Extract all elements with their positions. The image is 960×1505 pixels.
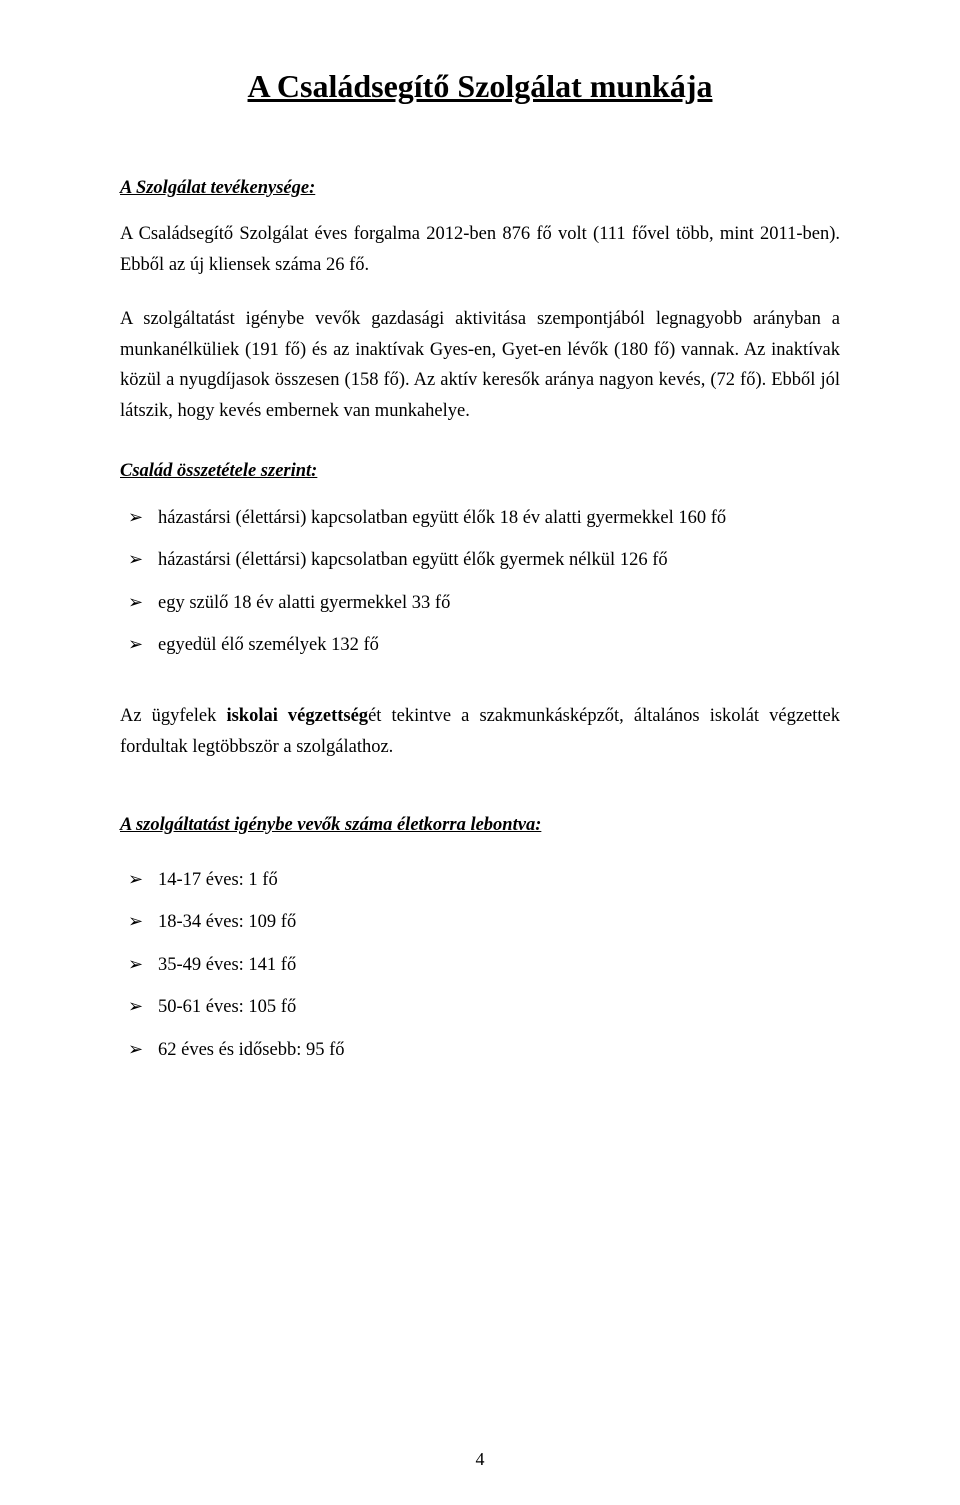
list-item: 62 éves és idősebb: 95 fő	[128, 1035, 840, 1066]
age-list: 14-17 éves: 1 fő 18-34 éves: 109 fő 35-4…	[128, 865, 840, 1066]
list-item: egyedül élő személyek 132 fő	[128, 630, 840, 661]
document-page: A Családsegítő Szolgálat munkája A Szolg…	[0, 0, 960, 1505]
page-number: 4	[0, 1445, 960, 1475]
list-item: 50-61 éves: 105 fő	[128, 992, 840, 1023]
page-title: A Családsegítő Szolgálat munkája	[120, 60, 840, 113]
list-item: 35-49 éves: 141 fő	[128, 950, 840, 981]
family-list: házastársi (élettársi) kapcsolatban együ…	[128, 503, 840, 661]
list-item: házastársi (élettársi) kapcsolatban együ…	[128, 545, 840, 576]
section-label-family: Család összetétele szerint:	[120, 456, 840, 487]
section-label-age: A szolgáltatást igénybe vevők száma élet…	[120, 810, 840, 841]
activity-paragraph-2: A szolgáltatást igénybe vevők gazdasági …	[120, 304, 840, 426]
education-strong: iskolai végzettség	[226, 706, 368, 726]
list-item: 18-34 éves: 109 fő	[128, 907, 840, 938]
section-label-activity: A Szolgálat tevékenysége:	[120, 173, 840, 204]
activity-paragraph-1: A Családsegítő Szolgálat éves forgalma 2…	[120, 219, 840, 280]
list-item: egy szülő 18 év alatti gyermekkel 33 fő	[128, 588, 840, 619]
list-item: 14-17 éves: 1 fő	[128, 865, 840, 896]
list-item: házastársi (élettársi) kapcsolatban együ…	[128, 503, 840, 534]
education-prefix: Az ügyfelek	[120, 706, 226, 726]
education-paragraph: Az ügyfelek iskolai végzettségét tekintv…	[120, 701, 840, 762]
